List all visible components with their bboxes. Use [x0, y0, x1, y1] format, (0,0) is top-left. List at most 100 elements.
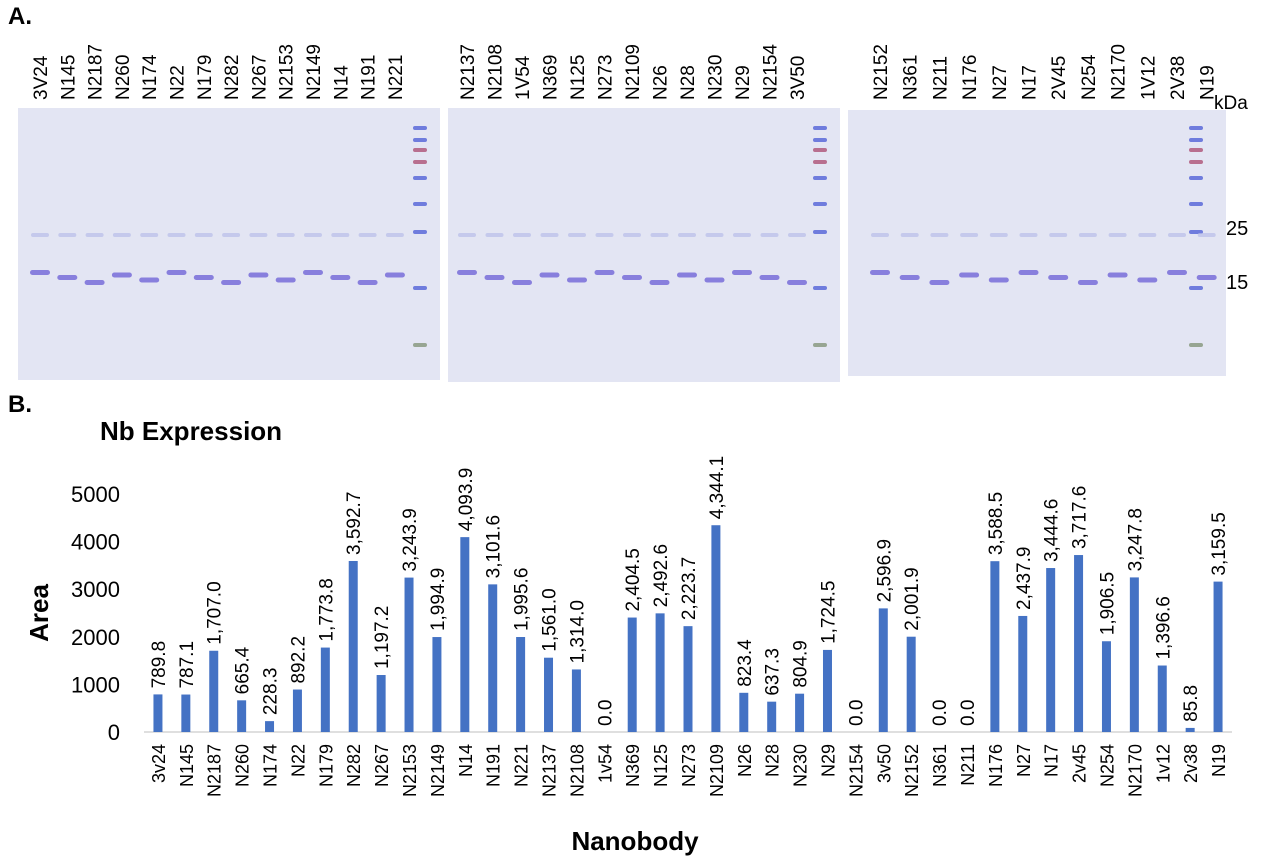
- protein-band: [248, 272, 269, 278]
- faint-band: [930, 233, 949, 237]
- value-label: 1,724.5: [818, 581, 839, 644]
- protein-band: [988, 277, 1009, 283]
- ladder-band: [813, 126, 827, 130]
- x-tick-label: N145: [177, 744, 197, 787]
- protein-band: [457, 270, 477, 275]
- x-tick-label: 1v54: [595, 744, 615, 783]
- lane-label: N2152: [871, 44, 892, 100]
- value-label: 804.9: [791, 640, 812, 688]
- gel-image: [448, 108, 840, 382]
- ladder-band: [1189, 126, 1203, 130]
- value-label: 3,444.6: [1042, 499, 1063, 562]
- lane-label: N14: [331, 65, 352, 100]
- x-tick-label: 3v50: [874, 744, 894, 783]
- lane-label: N27: [990, 65, 1011, 100]
- ladder-band: [1189, 148, 1203, 152]
- faint-band: [540, 233, 559, 237]
- value-label: 3,592.7: [344, 492, 365, 555]
- value-label: 3,717.6: [1070, 486, 1091, 549]
- lane-label: N17: [1020, 65, 1041, 100]
- chart-title: Nb Expression: [100, 416, 282, 446]
- value-label: 665.4: [233, 646, 254, 694]
- x-tick-label: N2154: [846, 744, 866, 797]
- bar: [1213, 581, 1223, 732]
- value-label: 228.3: [261, 668, 282, 716]
- ladder-band: [1189, 176, 1203, 180]
- y-tick-label: 1000: [71, 672, 120, 697]
- bar: [292, 689, 302, 732]
- value-label: 3,101.6: [484, 515, 505, 578]
- protein-band: [139, 277, 160, 283]
- lane-label: 3V50: [788, 56, 809, 100]
- ladder-band: [1189, 343, 1203, 347]
- ladder-band: [1189, 138, 1203, 142]
- panel-label: A.: [8, 3, 32, 30]
- value-label: 3,247.8: [1125, 508, 1146, 571]
- value-label: 0.0: [930, 700, 951, 726]
- faint-band: [760, 233, 779, 237]
- ladder-band: [1189, 160, 1203, 164]
- ladder-band: [813, 286, 827, 290]
- value-label: 0.0: [846, 700, 867, 726]
- x-tick-label: N125: [651, 744, 671, 787]
- value-label: 2,596.9: [874, 539, 895, 602]
- x-tick-label: 3v24: [149, 744, 169, 783]
- lane-label: N273: [596, 55, 617, 100]
- x-tick-label: N179: [316, 744, 336, 787]
- protein-band: [512, 280, 532, 285]
- bar: [767, 701, 777, 732]
- x-tick-label: N27: [1014, 744, 1034, 777]
- faint-band: [1138, 233, 1157, 237]
- value-label: 1,773.8: [316, 578, 337, 641]
- bar: [376, 675, 386, 732]
- faint-band: [989, 233, 1008, 237]
- ladder-band: [813, 148, 827, 152]
- bar: [795, 693, 805, 732]
- faint-band: [58, 233, 77, 237]
- bar: [404, 577, 414, 732]
- lane-label: N211: [930, 56, 951, 100]
- ladder-band: [813, 160, 827, 164]
- faint-band: [1078, 233, 1097, 237]
- x-tick-label: N29: [818, 744, 838, 777]
- faint-band: [650, 233, 669, 237]
- x-tick-label: N211: [958, 744, 978, 786]
- bar: [1018, 615, 1028, 732]
- bar: [516, 637, 526, 732]
- bar: [209, 650, 219, 732]
- faint-band: [595, 233, 614, 237]
- x-tick-label: N2137: [540, 744, 560, 797]
- x-tick-label: N2108: [567, 744, 587, 797]
- lane-label: N125: [568, 55, 589, 100]
- lane-label: N28: [678, 65, 699, 100]
- value-label: 787.1: [177, 641, 198, 689]
- bar: [432, 637, 442, 732]
- lane-label: N2137: [458, 44, 479, 100]
- x-tick-label: N2153: [400, 744, 420, 797]
- bar: [348, 560, 358, 732]
- protein-band: [649, 280, 670, 285]
- value-label: 2,223.7: [679, 557, 700, 620]
- value-label: 1,994.9: [428, 568, 449, 631]
- bar: [265, 721, 275, 732]
- value-label: 85.8: [1181, 685, 1202, 722]
- x-axis-title: Nanobody: [571, 826, 699, 856]
- lane-label: N221: [386, 55, 407, 100]
- ladder-band: [413, 176, 427, 180]
- marker-label: 25: [1226, 218, 1248, 240]
- value-label: 4,093.9: [456, 468, 477, 531]
- faint-band: [1168, 233, 1186, 237]
- bar: [571, 669, 581, 732]
- lane-label: 3V24: [31, 55, 52, 100]
- bar: [822, 649, 832, 732]
- protein-band: [1137, 277, 1158, 283]
- x-tick-label: N174: [261, 744, 281, 787]
- bar: [878, 608, 888, 732]
- faint-band: [1019, 233, 1038, 237]
- lane-label: N29: [733, 65, 754, 100]
- protein-band: [1077, 280, 1098, 285]
- x-tick-label: N361: [930, 744, 950, 787]
- lane-label: N369: [541, 55, 562, 100]
- faint-band: [788, 233, 806, 237]
- ladder-band: [413, 148, 427, 152]
